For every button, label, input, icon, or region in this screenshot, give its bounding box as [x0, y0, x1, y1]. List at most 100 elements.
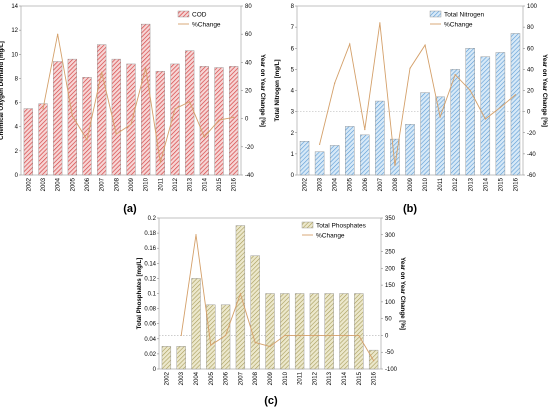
y2-tick-label: 80: [245, 4, 252, 10]
bar: [250, 255, 260, 370]
line-point: [373, 360, 375, 362]
line-point: [454, 74, 456, 76]
x-tick-label: 2010: [283, 371, 289, 385]
bar: [176, 346, 186, 370]
bar: [111, 58, 121, 176]
bar: [235, 225, 246, 370]
legend-swatch-bar: [177, 10, 190, 18]
line-point: [409, 67, 411, 69]
x-tick-label: 2008: [253, 371, 259, 385]
line-point: [180, 334, 182, 337]
y2-axis-label: Year on Year Change [%]: [541, 54, 548, 127]
x-tick-label: 2015: [357, 371, 363, 385]
y2-tick-label: 60: [527, 46, 534, 52]
x-tick-label: 2013: [188, 177, 194, 191]
bar: [299, 140, 310, 176]
line-point: [328, 334, 330, 337]
line-point: [439, 116, 441, 118]
x-tick-label: 2005: [348, 177, 354, 191]
line-point: [379, 22, 381, 24]
x-tick-label: 2004: [333, 177, 339, 191]
y-tick-label: 5: [291, 67, 295, 73]
y-tick-label: 12: [11, 28, 18, 34]
y-tick-label: 0.18: [144, 231, 156, 237]
y2-tick-label: 250: [385, 250, 396, 256]
y2-tick-label: 200: [385, 266, 396, 272]
y2-tick-label: 60: [245, 32, 252, 38]
x-tick-label: 2007: [100, 177, 106, 191]
y2-tick-label: 350: [385, 216, 396, 222]
legend-label-line: %Change: [444, 22, 473, 29]
x-tick-label: 2005: [209, 371, 215, 385]
legend-label-line: %Change: [192, 22, 221, 29]
y-axis-label: Total Nitrogen [mg/L]: [274, 59, 281, 121]
bar: [309, 293, 320, 370]
bar: [38, 103, 48, 176]
y2-tick-label: 100: [527, 4, 538, 10]
x-tick-label: 2014: [342, 371, 348, 385]
line-point: [343, 334, 345, 337]
y2-tick-label: -20: [245, 145, 254, 151]
x-tick-label: 2015: [217, 177, 223, 191]
legend: Total Nitrogen %Change: [429, 10, 484, 29]
line-point: [218, 119, 220, 121]
line-point: [225, 334, 227, 337]
y-tick-label: 0.2: [148, 216, 157, 222]
y-tick-label: 7: [291, 25, 295, 31]
x-tick-label: 2003: [179, 371, 185, 385]
x-tick-label: 2009: [408, 177, 414, 191]
line-point: [358, 334, 360, 337]
y2-tick-label: 20: [527, 89, 534, 95]
y-tick-label: 6: [291, 46, 295, 52]
line-point: [484, 118, 486, 120]
x-tick-label: 2006: [363, 177, 369, 191]
y2-tick-label: 100: [385, 300, 396, 306]
y-tick-label: 3: [291, 110, 295, 116]
line-point: [239, 293, 241, 295]
line-point: [299, 334, 301, 337]
line-point: [203, 136, 205, 138]
x-tick-label: 2014: [202, 177, 208, 191]
legend: COD %Change: [177, 10, 221, 29]
line-point: [469, 89, 471, 92]
x-tick-label: 2016: [372, 371, 378, 385]
x-tick-label: 2012: [453, 177, 459, 191]
x-tick-label: 2009: [129, 177, 135, 191]
y2-tick-label: 50: [385, 317, 392, 323]
bar: [280, 293, 290, 370]
y-tick-label: 0.14: [144, 261, 156, 267]
x-tick-label: 2010: [423, 177, 429, 191]
line-point: [313, 334, 315, 337]
y2-tick-label: 20: [245, 89, 252, 95]
bar: [23, 108, 33, 176]
line-point: [334, 82, 336, 84]
bar: [206, 304, 216, 370]
line-point: [159, 161, 161, 163]
bar: [405, 124, 415, 176]
bar: [435, 96, 445, 176]
y-axis-label: Total Phosphates [mg/L]: [136, 258, 143, 330]
line-point: [349, 43, 351, 45]
y-tick-label: 2: [291, 131, 295, 137]
bar: [155, 70, 165, 176]
x-tick-label: 2006: [85, 177, 91, 191]
legend-swatch-bar: [429, 10, 442, 18]
line-point: [394, 164, 396, 167]
x-tick-label: 2012: [312, 371, 318, 385]
line-point: [319, 143, 321, 145]
line-point: [86, 139, 88, 141]
y2-tick-label: -100: [385, 367, 398, 373]
bar: [265, 293, 275, 370]
x-tick-label: 2010: [144, 177, 150, 191]
x-tick-label: 2002: [26, 177, 32, 191]
chart-panel-a: 0 2 4 6 8 10 12 14 -40 -20 0 20 40 60 80 2002 2003 2004 20…: [0, 4, 266, 215]
x-tick-label: 2007: [238, 371, 244, 385]
bar: [314, 151, 325, 176]
y2-tick-label: 80: [527, 25, 534, 31]
y-tick-label: 0: [291, 173, 295, 179]
x-tick-label: 2003: [41, 177, 47, 191]
series-line-change: [42, 34, 234, 163]
line-point: [115, 133, 117, 135]
legend-label-bar: Total Phosphates: [316, 223, 367, 230]
x-tick-label: 2008: [114, 177, 120, 191]
